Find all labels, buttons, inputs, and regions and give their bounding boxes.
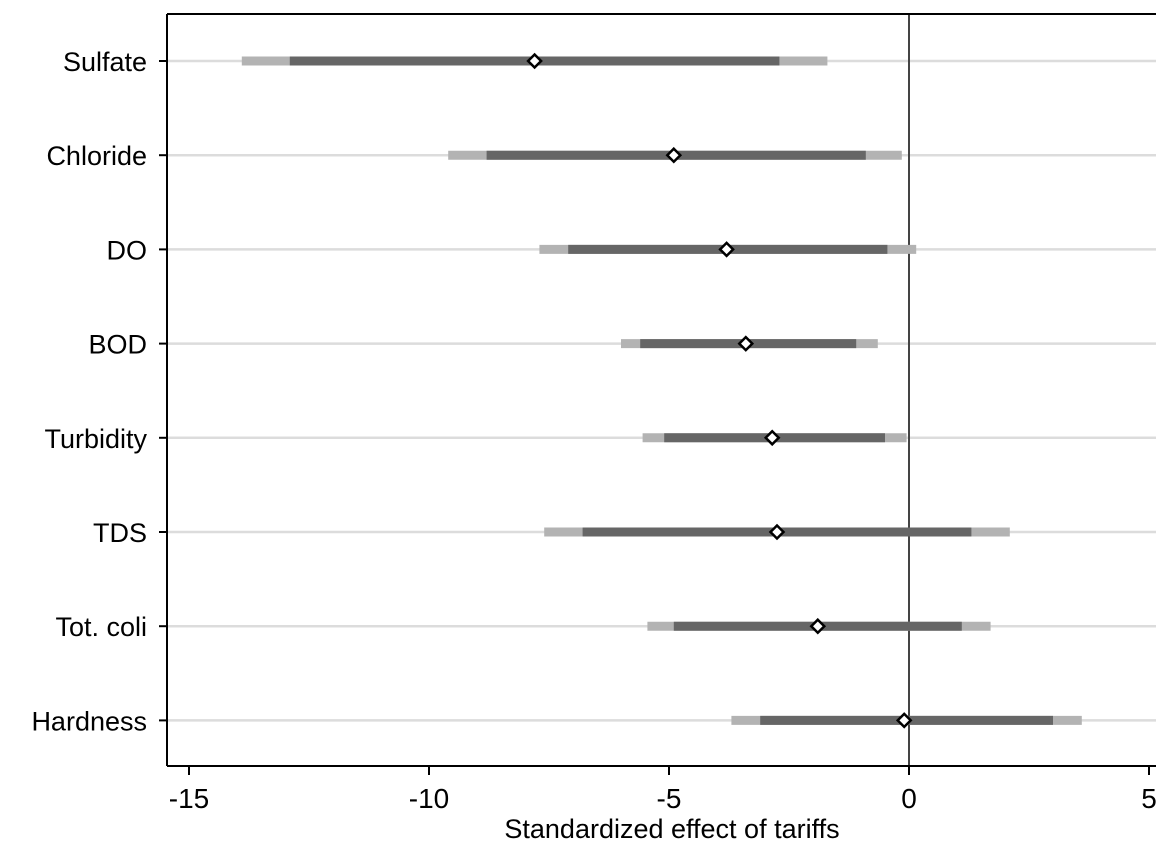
- x-tick-label: 0: [901, 783, 917, 814]
- point-estimate-marker: [768, 523, 786, 541]
- point-estimates: [526, 52, 913, 729]
- point-estimate-marker: [763, 429, 781, 447]
- y-tick-label: Turbidity: [44, 424, 147, 454]
- point-estimate-marker: [526, 52, 543, 70]
- point-estimate-marker: [809, 617, 827, 635]
- x-tick-labels: -15 -10 -5 0 5: [169, 766, 1156, 814]
- point-estimate-marker: [895, 712, 913, 729]
- y-tick-label: TDS: [93, 518, 147, 548]
- y-tick-label: Chloride: [46, 141, 147, 171]
- y-tick-labels: Sulfate Chloride DO BOD Turbidity TDS Tot. col…: [31, 47, 167, 736]
- x-tick-label: -15: [169, 783, 209, 814]
- gridlines: [167, 59, 1156, 722]
- x-axis-label: Standardized effect of tariffs: [504, 814, 839, 844]
- x-tick-label: -10: [409, 783, 449, 814]
- y-tick-label: BOD: [88, 330, 147, 360]
- point-estimate-marker: [718, 241, 735, 258]
- y-tick-label: DO: [107, 235, 148, 265]
- y-tick-label: Sulfate: [63, 47, 147, 77]
- x-tick-label: -5: [657, 783, 682, 814]
- axes: [166, 13, 1156, 767]
- y-tick-label: Tot. coli: [55, 612, 147, 642]
- point-estimate-marker: [737, 335, 755, 352]
- point-estimate-marker: [665, 146, 683, 164]
- x-tick-label: 5: [1141, 783, 1156, 814]
- y-tick-label: Hardness: [31, 706, 147, 736]
- confidence-intervals: [241, 56, 1082, 725]
